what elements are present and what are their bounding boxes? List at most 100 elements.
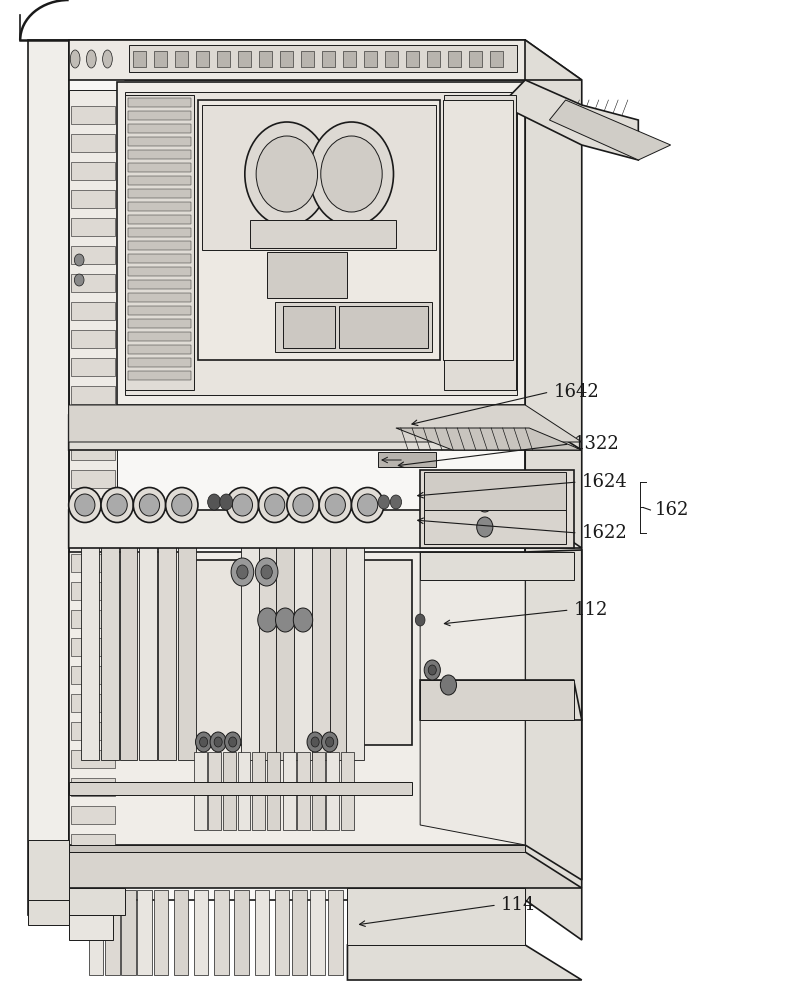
Polygon shape	[443, 100, 513, 360]
Polygon shape	[71, 134, 115, 152]
Ellipse shape	[101, 488, 133, 522]
Polygon shape	[238, 752, 250, 830]
Polygon shape	[255, 890, 269, 975]
Polygon shape	[125, 95, 194, 390]
Polygon shape	[128, 280, 191, 289]
Polygon shape	[101, 513, 119, 760]
Polygon shape	[252, 752, 265, 830]
Polygon shape	[71, 274, 115, 292]
Circle shape	[225, 732, 241, 752]
Ellipse shape	[70, 50, 80, 68]
Circle shape	[255, 558, 278, 586]
Polygon shape	[283, 752, 296, 830]
Ellipse shape	[139, 494, 159, 516]
Polygon shape	[128, 267, 191, 276]
Polygon shape	[71, 162, 115, 180]
Polygon shape	[71, 862, 115, 880]
Bar	[133, 51, 146, 67]
Polygon shape	[69, 90, 117, 895]
Bar	[322, 51, 335, 67]
Polygon shape	[69, 415, 582, 450]
Polygon shape	[330, 513, 347, 760]
Bar	[448, 51, 461, 67]
Polygon shape	[259, 513, 276, 760]
Polygon shape	[28, 40, 69, 915]
Polygon shape	[71, 526, 115, 544]
Polygon shape	[71, 806, 115, 824]
Bar	[385, 51, 398, 67]
Polygon shape	[339, 306, 428, 348]
Ellipse shape	[233, 494, 252, 516]
Bar	[343, 51, 356, 67]
Polygon shape	[69, 845, 525, 852]
Ellipse shape	[351, 488, 384, 522]
Circle shape	[293, 608, 313, 632]
Bar	[427, 51, 440, 67]
Text: 1642: 1642	[553, 383, 600, 401]
Ellipse shape	[325, 494, 346, 516]
Polygon shape	[128, 215, 191, 224]
Polygon shape	[137, 890, 152, 975]
Polygon shape	[129, 45, 517, 72]
Polygon shape	[250, 220, 396, 248]
Polygon shape	[214, 890, 229, 975]
Polygon shape	[128, 189, 191, 198]
Polygon shape	[71, 554, 115, 572]
Polygon shape	[396, 428, 582, 450]
Polygon shape	[128, 202, 191, 211]
Polygon shape	[71, 246, 115, 264]
Polygon shape	[128, 228, 191, 237]
Polygon shape	[71, 610, 115, 628]
Polygon shape	[234, 890, 249, 975]
Polygon shape	[128, 358, 191, 367]
Polygon shape	[71, 442, 115, 460]
Polygon shape	[71, 386, 115, 404]
Circle shape	[276, 608, 295, 632]
Polygon shape	[223, 752, 236, 830]
Polygon shape	[501, 80, 638, 160]
Bar	[238, 51, 251, 67]
Polygon shape	[120, 513, 137, 760]
Bar	[301, 51, 314, 67]
Circle shape	[74, 274, 84, 286]
Polygon shape	[69, 40, 525, 80]
Polygon shape	[71, 106, 115, 124]
Circle shape	[309, 122, 393, 226]
Text: 112: 112	[574, 601, 608, 619]
Polygon shape	[128, 150, 191, 159]
Polygon shape	[125, 92, 517, 395]
Polygon shape	[194, 752, 207, 830]
Ellipse shape	[259, 488, 291, 522]
Ellipse shape	[287, 488, 319, 522]
Polygon shape	[69, 915, 113, 940]
Polygon shape	[341, 752, 354, 830]
Polygon shape	[128, 254, 191, 263]
Polygon shape	[28, 840, 69, 915]
Bar	[154, 51, 167, 67]
Polygon shape	[69, 405, 582, 442]
Polygon shape	[294, 513, 312, 760]
Polygon shape	[310, 890, 325, 975]
Polygon shape	[71, 498, 115, 516]
Bar	[196, 51, 209, 67]
Text: 1322: 1322	[574, 435, 620, 453]
Circle shape	[196, 732, 212, 752]
Circle shape	[378, 495, 389, 509]
Polygon shape	[128, 345, 191, 354]
Polygon shape	[312, 752, 325, 830]
Polygon shape	[128, 137, 191, 146]
Polygon shape	[71, 302, 115, 320]
Polygon shape	[198, 100, 440, 360]
Polygon shape	[276, 513, 294, 760]
Polygon shape	[297, 752, 310, 830]
Bar	[364, 51, 377, 67]
Polygon shape	[71, 750, 115, 768]
Polygon shape	[347, 945, 582, 980]
Polygon shape	[154, 890, 168, 975]
Polygon shape	[186, 560, 412, 745]
Polygon shape	[69, 852, 582, 888]
Circle shape	[245, 122, 329, 226]
Circle shape	[311, 737, 319, 747]
Circle shape	[415, 614, 425, 626]
Polygon shape	[346, 513, 364, 760]
